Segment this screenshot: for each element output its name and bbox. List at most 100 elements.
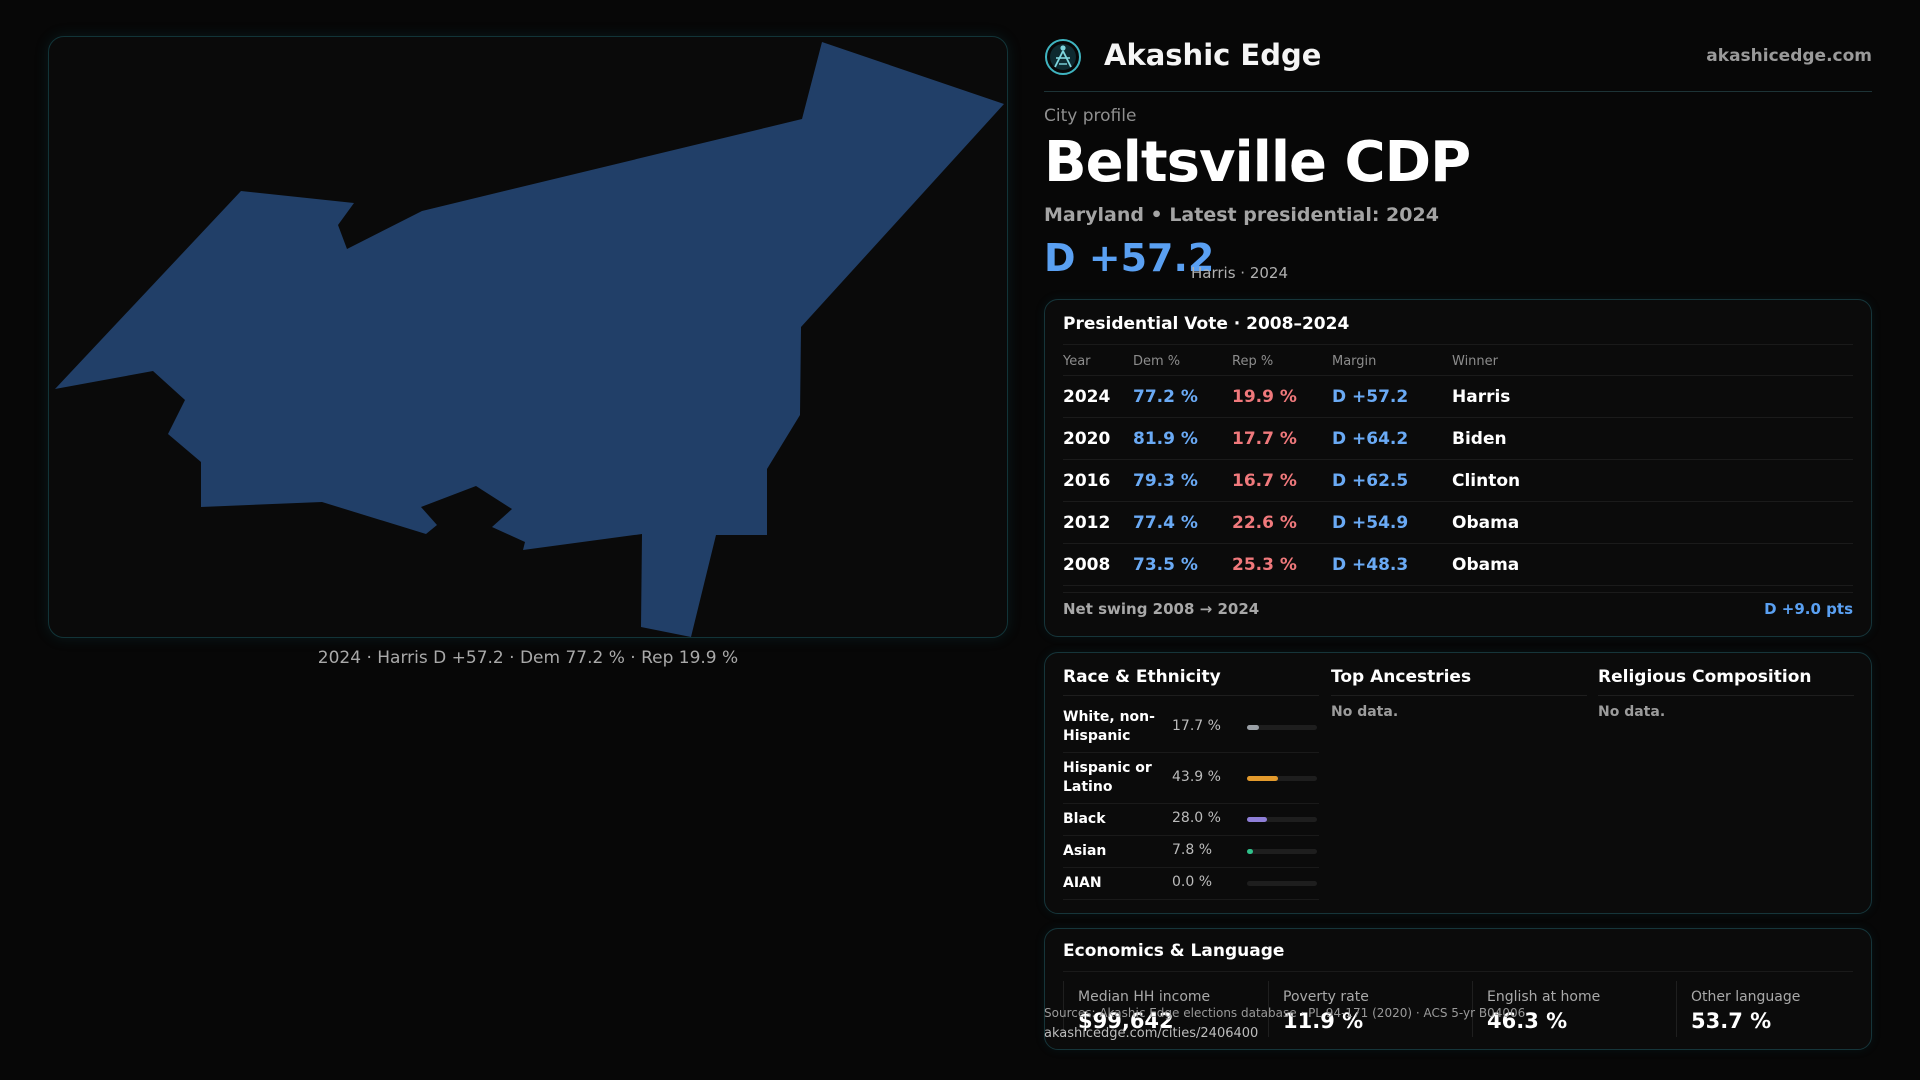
race-bar-track — [1247, 849, 1317, 854]
race-list: White, non-Hispanic 17.7 % Hispanic or L… — [1063, 702, 1319, 900]
cell-margin: D +48.3 — [1332, 555, 1409, 575]
header-winner: Winner — [1452, 354, 1499, 369]
race-row-aian: AIAN 0.0 % — [1063, 868, 1319, 900]
cell-dem: 81.9 % — [1133, 429, 1198, 449]
table-row: 2012 77.4 % 22.6 % D +54.9 Obama — [1063, 502, 1853, 544]
cell-year: 2008 — [1063, 555, 1111, 575]
cell-margin: D +62.5 — [1332, 471, 1409, 491]
race-bar-track — [1247, 725, 1317, 730]
divider — [1063, 971, 1853, 972]
race-pct: 28.0 % — [1172, 810, 1221, 826]
cell-winner: Obama — [1452, 513, 1520, 533]
stat-median-income: Median HH income $99,642 — [1063, 981, 1210, 1037]
cell-winner: Clinton — [1452, 471, 1521, 491]
cell-margin: D +57.2 — [1332, 387, 1409, 407]
ancestries-title: Top Ancestries — [1331, 667, 1587, 696]
cell-dem: 77.4 % — [1133, 513, 1198, 533]
district-shape[interactable] — [55, 42, 1004, 637]
race-row-white: White, non-Hispanic 17.7 % — [1063, 702, 1319, 753]
page-url[interactable]: akashicedge.com/cities/2406400 — [1044, 1026, 1259, 1041]
race-row-asian: Asian 7.8 % — [1063, 836, 1319, 868]
cell-rep: 22.6 % — [1232, 513, 1297, 533]
net-swing-label: Net swing 2008 → 2024 — [1063, 600, 1260, 618]
race-bar-fill — [1247, 817, 1267, 822]
race-bar-fill — [1247, 849, 1253, 854]
page-title: Beltsville CDP — [1044, 130, 1471, 195]
race-bar-track — [1247, 817, 1317, 822]
cell-winner: Obama — [1452, 555, 1520, 575]
religion-empty: No data. — [1598, 704, 1666, 720]
cell-rep: 17.7 % — [1232, 429, 1297, 449]
header-year: Year — [1063, 354, 1091, 369]
cell-year: 2024 — [1063, 387, 1111, 407]
cell-year: 2012 — [1063, 513, 1111, 533]
divider — [1063, 592, 1853, 593]
latest-margin-note: Harris · 2024 — [1191, 264, 1289, 282]
race-label: Asian — [1063, 843, 1107, 859]
header-dem: Dem % — [1133, 354, 1181, 369]
sources-text: Sources: Akashic Edge elections database… — [1044, 1006, 1526, 1020]
race-pct: 43.9 % — [1172, 769, 1221, 785]
race-bar-track — [1247, 776, 1317, 781]
cell-dem: 73.5 % — [1133, 555, 1198, 575]
religion-section: Religious Composition No data. — [1598, 667, 1854, 720]
table-header-row: Year Dem % Rep % Margin Winner — [1063, 348, 1853, 376]
stat-value: $99,642 — [1078, 1009, 1174, 1033]
cell-rep: 19.9 % — [1232, 387, 1297, 407]
race-bar-track — [1247, 881, 1317, 886]
header-rep: Rep % — [1232, 354, 1274, 369]
header: Akashic Edge akashicedge.com — [1044, 36, 1872, 92]
cell-margin: D +64.2 — [1332, 429, 1409, 449]
net-swing-value: D +9.0 pts — [1764, 600, 1853, 618]
vote-table: Year Dem % Rep % Margin Winner 2024 77.2… — [1063, 348, 1853, 586]
race-row-hispanic: Hispanic or Latino 43.9 % — [1063, 753, 1319, 804]
profile-kicker: City profile — [1044, 106, 1137, 126]
divider — [1063, 344, 1853, 345]
race-ethnicity-section: Race & Ethnicity White, non-Hispanic 17.… — [1063, 667, 1319, 900]
stat-label: Median HH income — [1078, 989, 1211, 1005]
religion-title: Religious Composition — [1598, 667, 1854, 696]
cell-rep: 16.7 % — [1232, 471, 1297, 491]
ancestries-empty: No data. — [1331, 704, 1399, 720]
stat-poverty-rate: Poverty rate 11.9 % — [1268, 981, 1369, 1037]
site-link[interactable]: akashicedge.com — [1706, 46, 1872, 66]
cell-rep: 25.3 % — [1232, 555, 1297, 575]
ancestries-section: Top Ancestries No data. — [1331, 667, 1587, 720]
stat-label: English at home — [1487, 989, 1601, 1005]
race-pct: 7.8 % — [1172, 842, 1213, 858]
cell-dem: 79.3 % — [1133, 471, 1198, 491]
cell-dem: 77.2 % — [1133, 387, 1198, 407]
cell-winner: Harris — [1452, 387, 1511, 407]
cell-winner: Biden — [1452, 429, 1507, 449]
cell-year: 2020 — [1063, 429, 1111, 449]
race-row-black: Black 28.0 % — [1063, 804, 1319, 836]
vote-card-title: Presidential Vote · 2008–2024 — [1063, 314, 1350, 334]
district-map[interactable] — [49, 37, 1008, 638]
stat-english-home: English at home 46.3 % — [1472, 981, 1600, 1037]
race-label: Black — [1063, 811, 1106, 827]
table-row: 2024 77.2 % 19.9 % D +57.2 Harris — [1063, 376, 1853, 418]
latest-margin: D +57.2 — [1044, 236, 1215, 280]
table-row: 2016 79.3 % 16.7 % D +62.5 Clinton — [1063, 460, 1853, 502]
economics-title: Economics & Language — [1063, 941, 1285, 961]
cell-year: 2016 — [1063, 471, 1111, 491]
stat-other-language: Other language 53.7 % — [1676, 981, 1800, 1037]
race-bar-fill — [1247, 776, 1278, 781]
map-panel[interactable] — [48, 36, 1008, 638]
race-label: AIAN — [1063, 875, 1102, 891]
cell-margin: D +54.9 — [1332, 513, 1409, 533]
race-pct: 0.0 % — [1172, 874, 1213, 890]
table-row: 2008 73.5 % 25.3 % D +48.3 Obama — [1063, 544, 1853, 586]
header-margin: Margin — [1332, 354, 1377, 369]
economics-card: Economics & Language Median HH income $9… — [1044, 928, 1872, 1050]
akashic-logo-icon — [1045, 39, 1081, 75]
map-caption: 2024 · Harris D +57.2 · Dem 77.2 % · Rep… — [317, 648, 739, 668]
stat-value: 46.3 % — [1487, 1009, 1568, 1033]
race-title: Race & Ethnicity — [1063, 667, 1319, 696]
profile-subtitle: Maryland • Latest presidential: 2024 — [1044, 204, 1439, 226]
race-pct: 17.7 % — [1172, 718, 1221, 734]
presidential-vote-card: Presidential Vote · 2008–2024 Year Dem %… — [1044, 299, 1872, 637]
brand-name: Akashic Edge — [1104, 38, 1322, 72]
race-label: Hispanic or Latino — [1063, 760, 1152, 795]
stat-value: 53.7 % — [1691, 1009, 1772, 1033]
